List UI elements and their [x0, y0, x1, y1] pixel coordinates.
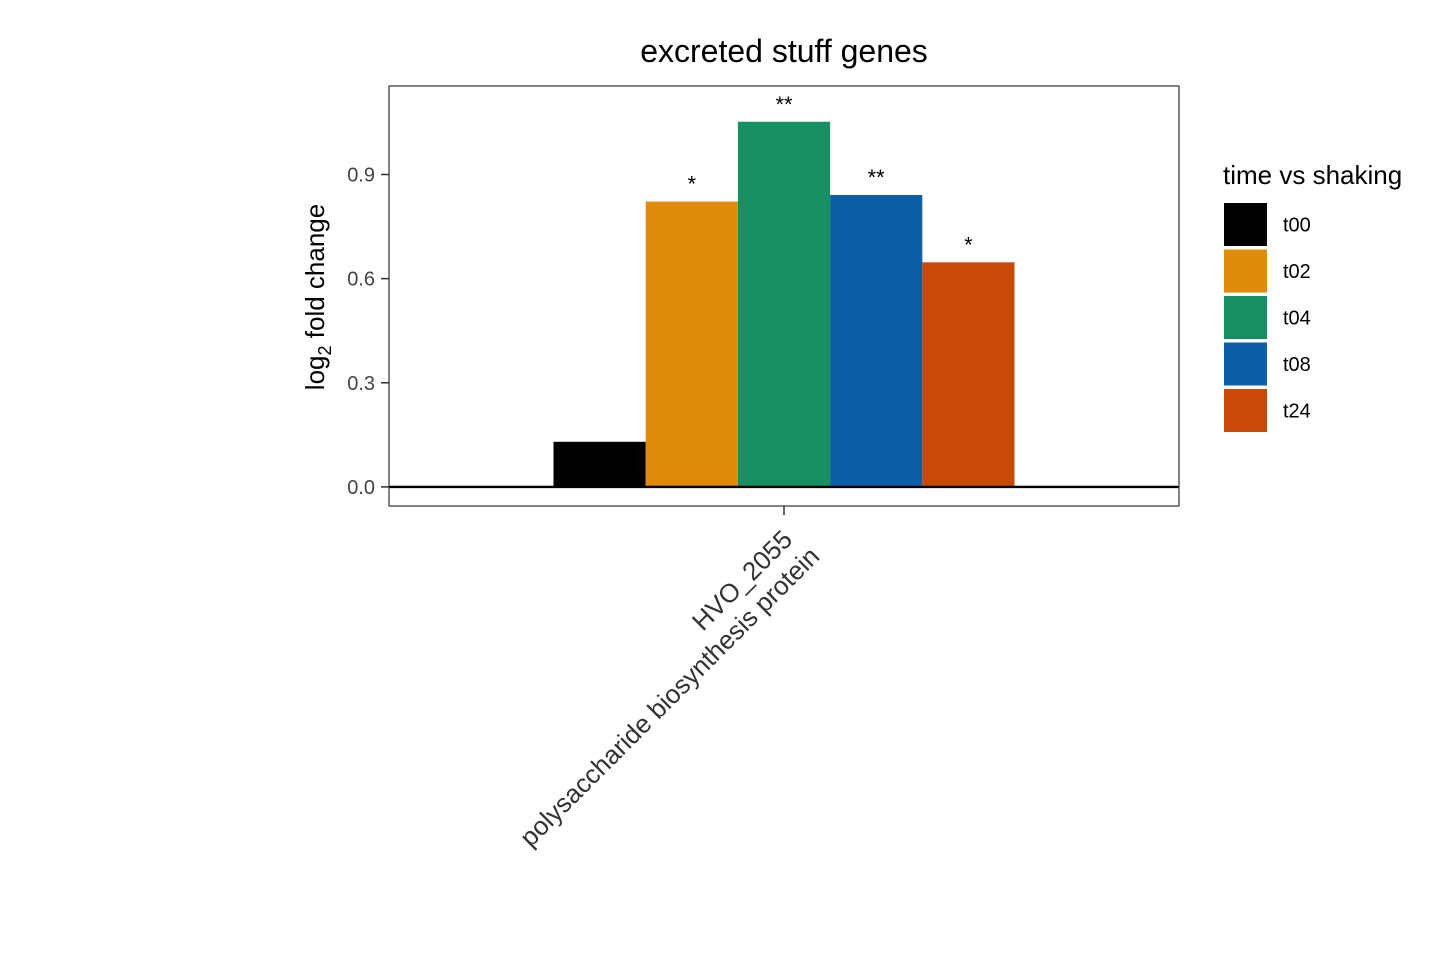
y-axis-label: log2 fold change — [300, 204, 335, 390]
y-axis-label-main: log — [300, 355, 330, 390]
chart-title: excreted stuff genes — [640, 33, 928, 69]
bar-t24 — [922, 262, 1015, 487]
legend-label-t08: t08 — [1283, 354, 1311, 376]
legend: t00 t02 t04 t08 t24 — [1224, 203, 1311, 432]
legend-label-t00: t00 — [1283, 215, 1311, 237]
legend-key-t04 — [1224, 296, 1267, 339]
svg-text:HVO_2055 polysaccharide: HVO_2055 polysaccharide biosynthesis pro… — [492, 519, 825, 852]
bar-t08 — [830, 194, 923, 487]
significance-label-t02: * — [688, 172, 697, 197]
legend-title: time vs shaking — [1223, 160, 1402, 190]
bar-t04 — [737, 121, 831, 487]
y-axis-ticks: 0.0 0.3 0.6 0.9 — [347, 165, 389, 499]
y-axis-label-subscript: 2 — [315, 345, 335, 355]
significance-label-t04: ** — [775, 92, 793, 117]
legend-key-t00 — [1224, 203, 1267, 246]
legend-label-t02: t02 — [1283, 261, 1311, 283]
x-tick-label-line2: polysaccharide biosynthesis protein — [514, 541, 825, 852]
bar-t00 — [553, 441, 646, 487]
y-tick-label: 0.9 — [347, 165, 375, 187]
legend-key-t08 — [1224, 342, 1267, 386]
legend-label-t24: t24 — [1283, 401, 1311, 423]
y-tick-label: 0.3 — [347, 373, 375, 395]
significance-group: ****** — [688, 92, 974, 258]
legend-key-t02 — [1224, 249, 1267, 293]
y-tick-label: 0.6 — [347, 269, 375, 291]
legend-key-t24 — [1224, 389, 1267, 432]
significance-label-t24: * — [964, 232, 973, 257]
bars-group — [553, 121, 1015, 487]
legend-label-t04: t04 — [1283, 308, 1311, 330]
x-tick-label: HVO_2055 polysaccharide biosynthesis pro… — [492, 519, 825, 852]
y-axis-label-rest: fold change — [300, 204, 330, 346]
bar-t02 — [645, 201, 738, 487]
y-tick-label: 0.0 — [347, 477, 375, 499]
significance-label-t08: ** — [868, 165, 886, 190]
svg-text:log2 fold change: log2 fold change — [300, 204, 335, 390]
